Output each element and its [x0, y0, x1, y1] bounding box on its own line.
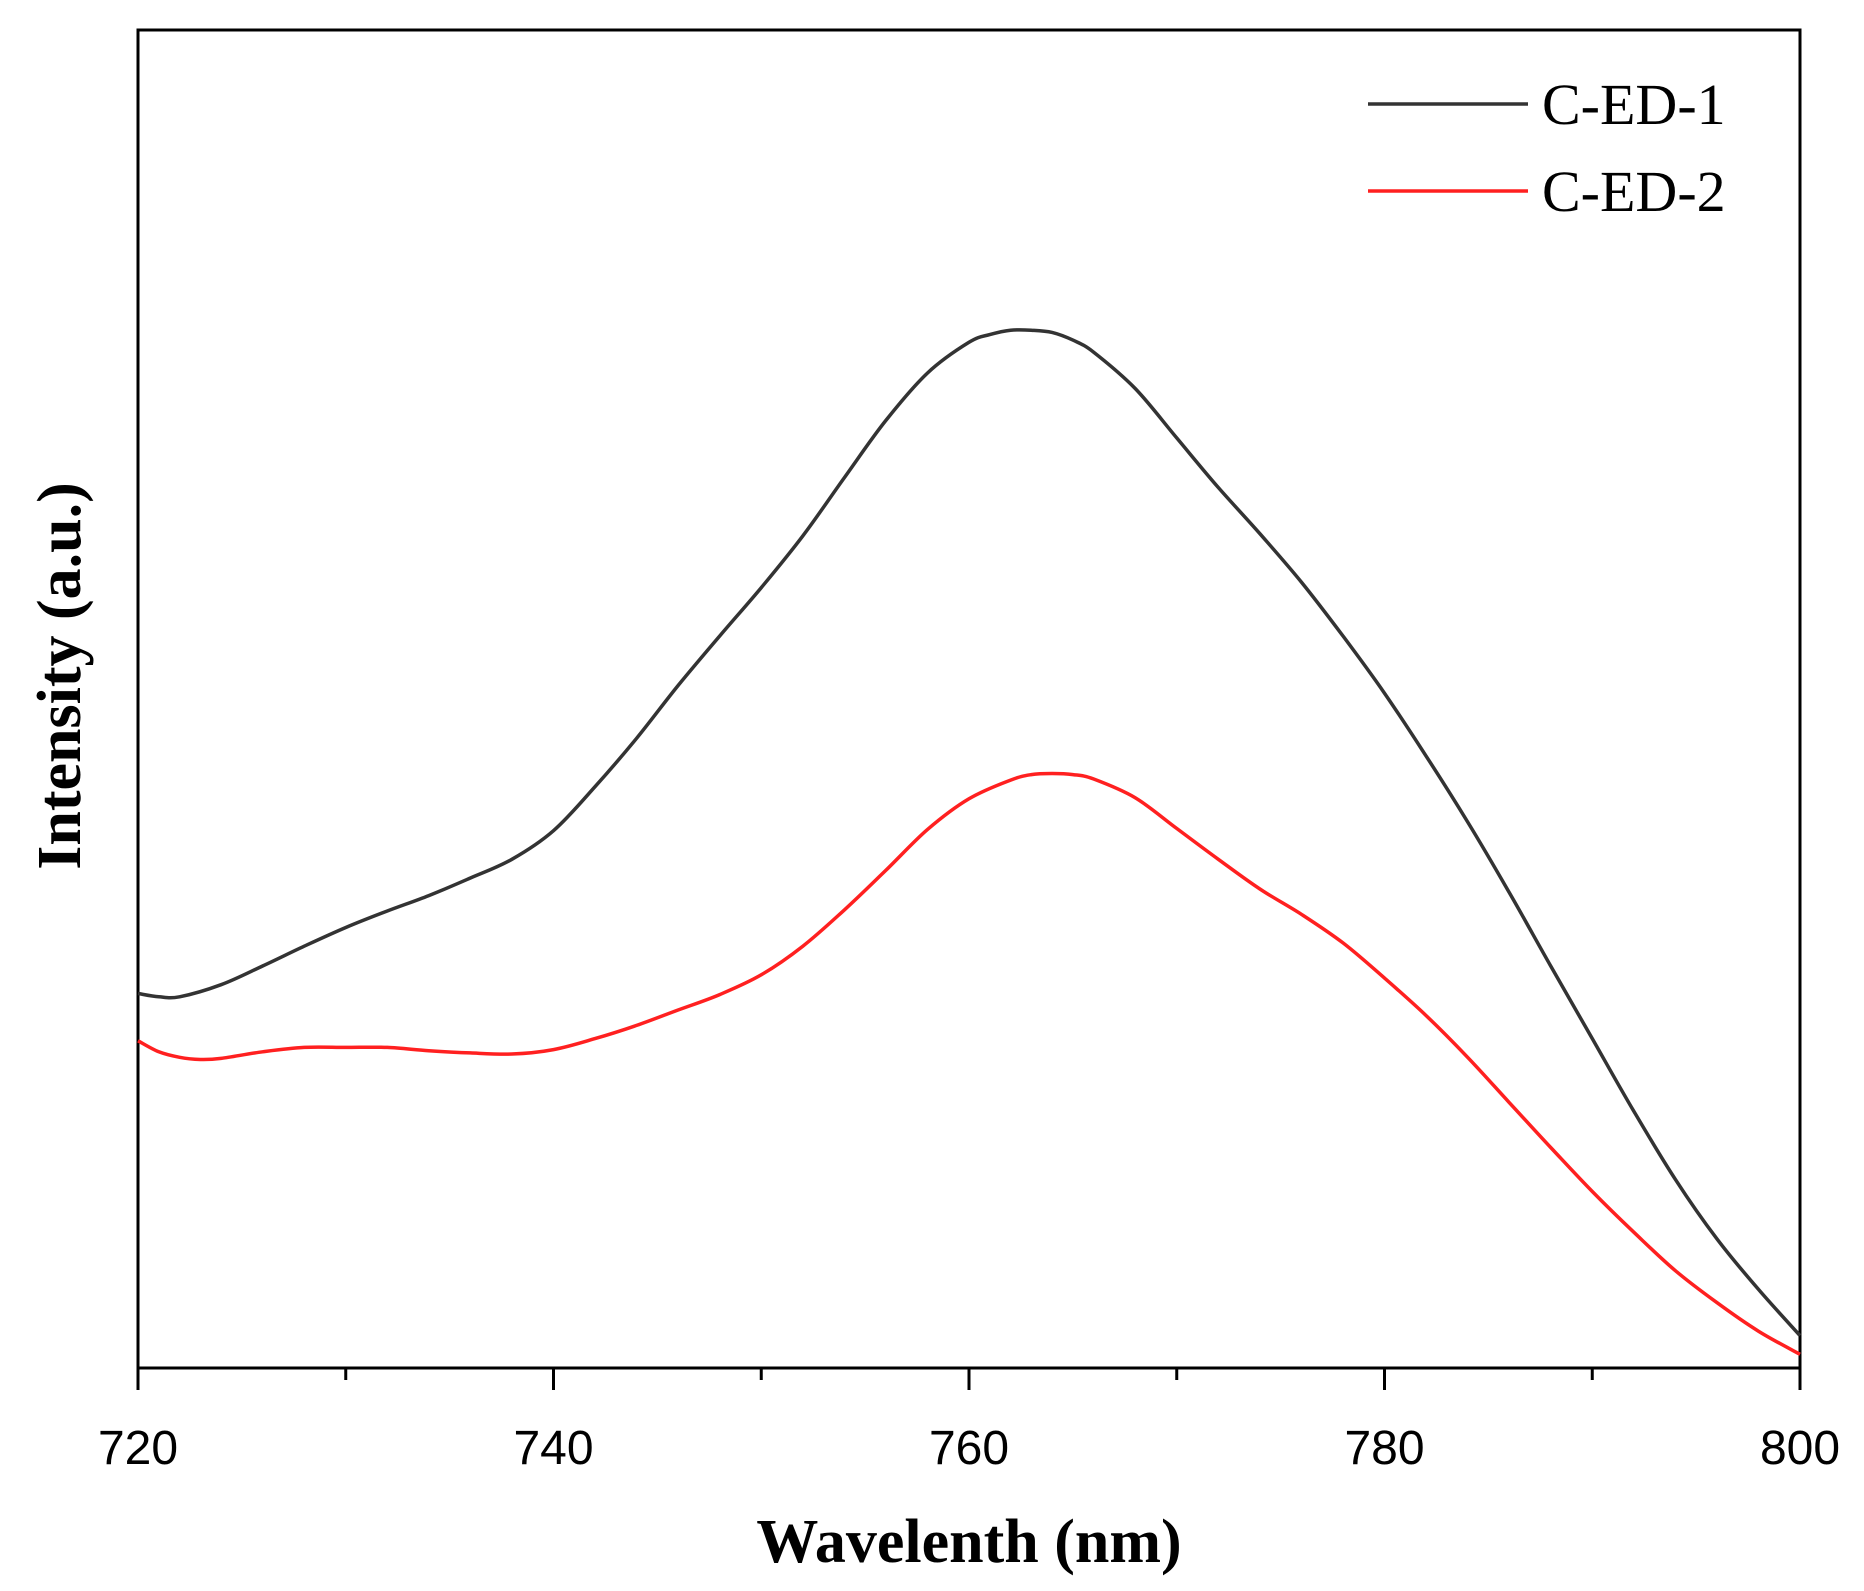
x-axis-ticks: 720 740 760 780 800 — [98, 1368, 1840, 1475]
series-layer — [137, 328, 1802, 1356]
x-tick-label-800: 800 — [1760, 1422, 1840, 1475]
series-line-C-ED-1 — [137, 328, 1802, 1337]
x-tick-label-740: 740 — [513, 1422, 593, 1475]
x-tick-label-760: 760 — [929, 1422, 1009, 1475]
series-line-C-ED-2 — [137, 771, 1801, 1356]
plot-frame — [136, 28, 1802, 1370]
legend: C-ED-1 C-ED-2 — [1368, 72, 1726, 224]
y-axis-title: Intensity (a.u.) — [26, 482, 94, 870]
x-tick-label-780: 780 — [1344, 1422, 1424, 1475]
legend-label-C-ED-2: C-ED-2 — [1542, 159, 1726, 224]
x-tick-label-720: 720 — [98, 1422, 178, 1475]
x-axis-title: Wavelenth (nm) — [756, 1508, 1181, 1576]
legend-label-C-ED-1: C-ED-1 — [1542, 72, 1726, 137]
